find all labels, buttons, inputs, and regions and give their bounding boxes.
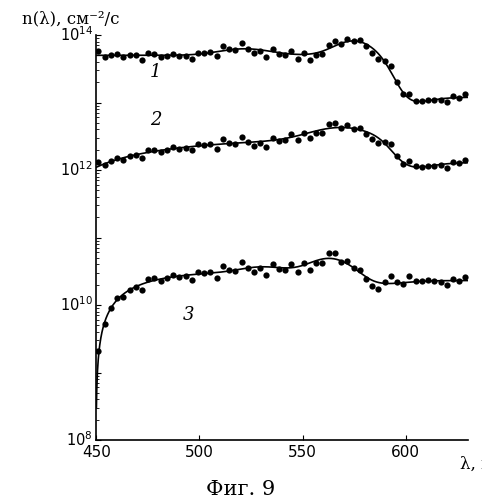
Text: $10^{10}$: $10^{10}$ — [60, 296, 93, 314]
Text: $10^{8}$: $10^{8}$ — [66, 430, 93, 450]
Text: Фиг. 9: Фиг. 9 — [206, 480, 276, 499]
Text: n(λ), см⁻²/с: n(λ), см⁻²/с — [22, 10, 120, 27]
Text: 1: 1 — [150, 64, 161, 82]
Text: 3: 3 — [183, 306, 195, 324]
Text: $10^{12}$: $10^{12}$ — [60, 160, 93, 180]
Text: $10^{14}$: $10^{14}$ — [59, 26, 93, 44]
X-axis label: λ, нм: λ, нм — [460, 456, 482, 473]
Text: 2: 2 — [150, 111, 161, 129]
